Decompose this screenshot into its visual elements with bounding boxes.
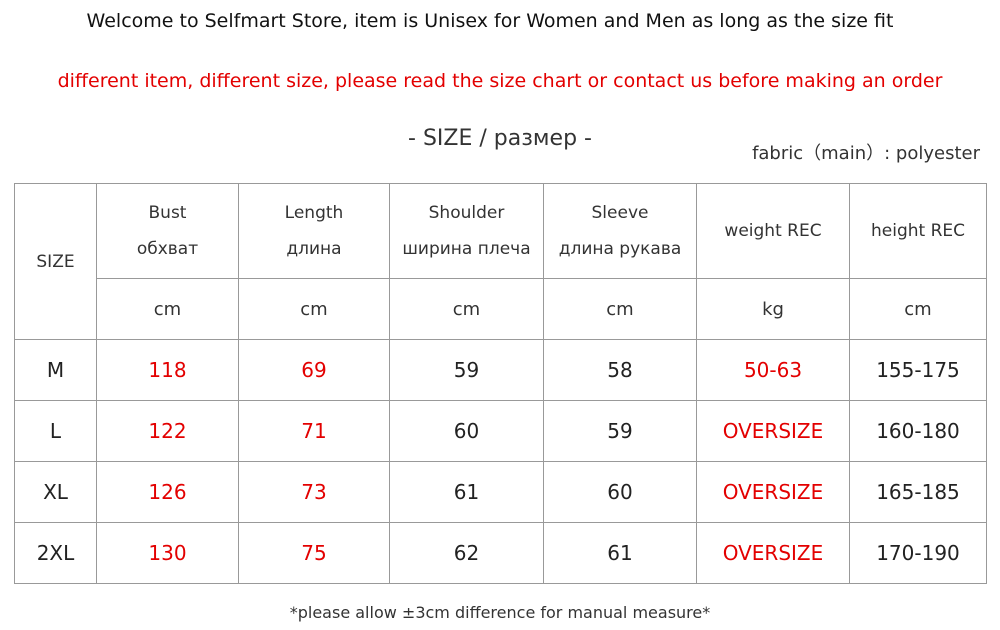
value-cell: 126 (96, 461, 239, 523)
size-header: SIZE (14, 183, 97, 340)
header-row: SIZE Bust обхват Length длина Shoulder ширина … (14, 183, 987, 340)
data-row: XL 126 73 61 60 OVERSIZE 165-185 (14, 461, 987, 523)
value-cell: 170-190 (849, 522, 987, 584)
size-title: - SIZE / размер - (408, 126, 592, 151)
value-cell: 73 (238, 461, 390, 523)
size-cell: 2XL (14, 522, 97, 584)
value-cell: 75 (238, 522, 390, 584)
size-table: SIZE Bust обхват Length длина Shoulder ширина … (14, 183, 987, 584)
welcome-text: Welcome to Selfmart Store, item is Unise… (86, 10, 894, 32)
header-line: height REC (870, 221, 965, 241)
header-line: Shoulder (428, 203, 505, 223)
data-row: M 118 69 59 58 50-63 155-175 (14, 339, 987, 401)
value-cell: 59 (389, 339, 544, 401)
value-cell: OVERSIZE (696, 400, 850, 462)
header-line: длина рукава (558, 239, 682, 259)
unit-cell: cm (238, 278, 390, 340)
header-line: Bust (148, 203, 187, 223)
value-cell: 60 (389, 400, 544, 462)
header-line: Sleeve (591, 203, 649, 223)
value-cell: OVERSIZE (696, 461, 850, 523)
column-header: Bust обхват (96, 183, 239, 279)
unit-row: cm cm cm cm kg cm (15, 278, 987, 340)
value-cell: 61 (543, 522, 697, 584)
fabric-text: fabric（main）: polyester (752, 143, 980, 164)
value-cell: 50-63 (696, 339, 850, 401)
value-cell: OVERSIZE (696, 522, 850, 584)
unit-cell: cm (543, 278, 697, 340)
column-header: weight REC (696, 183, 850, 279)
unit-cell: kg (696, 278, 850, 340)
notice-text: different item, different size, please r… (57, 70, 943, 92)
size-cell: XL (14, 461, 97, 523)
value-cell: 69 (238, 339, 390, 401)
value-cell: 160-180 (849, 400, 987, 462)
column-header: height REC (849, 183, 987, 279)
footnote: *please allow ±3cm difference for manual… (289, 603, 711, 622)
value-cell: 59 (543, 400, 697, 462)
value-cell: 122 (96, 400, 239, 462)
unit-cell: cm (389, 278, 544, 340)
header-line: ширина плеча (402, 239, 531, 259)
value-cell: 58 (543, 339, 697, 401)
value-cell: 61 (389, 461, 544, 523)
header-line: weight REC (724, 221, 822, 241)
column-header: Length длина (238, 183, 390, 279)
value-cell: 71 (238, 400, 390, 462)
data-row: 2XL 130 75 62 61 OVERSIZE 170-190 (14, 522, 987, 584)
header-line: длина (286, 239, 342, 259)
value-cell: 130 (96, 522, 239, 584)
size-cell: L (14, 400, 97, 462)
unit-cell: cm (849, 278, 987, 340)
value-cell: 155-175 (849, 339, 987, 401)
column-header: Sleeve длина рукава (543, 183, 697, 279)
value-cell: 62 (389, 522, 544, 584)
value-cell: 165-185 (849, 461, 987, 523)
value-cell: 118 (96, 339, 239, 401)
unit-cell: cm (96, 278, 239, 340)
size-cell: M (14, 339, 97, 401)
header-line: Length (284, 203, 344, 223)
value-cell: 60 (543, 461, 697, 523)
header-line: обхват (136, 239, 199, 259)
column-header: Shoulder ширина плеча (389, 183, 544, 279)
data-row: L 122 71 60 59 OVERSIZE 160-180 (14, 400, 987, 462)
